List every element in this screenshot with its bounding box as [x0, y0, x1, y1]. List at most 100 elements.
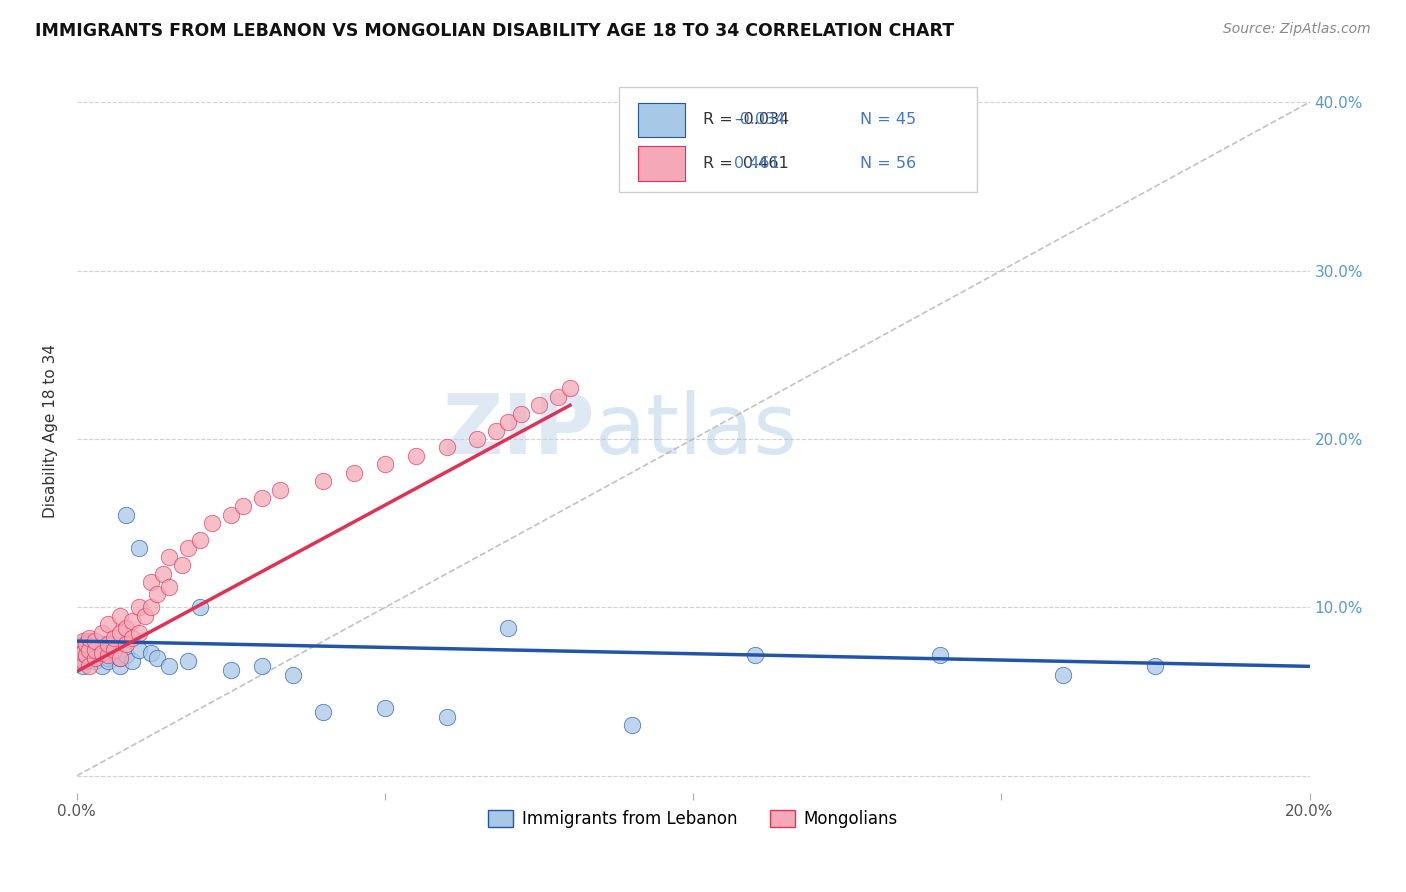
- Point: [90, 646, 112, 660]
- Point: [115, 637, 138, 651]
- Text: -0.034: -0.034: [734, 112, 785, 128]
- Point: [250, 659, 273, 673]
- Point: [77, 631, 100, 645]
- Text: R = -0.034: R = -0.034: [703, 112, 789, 128]
- Point: [115, 621, 138, 635]
- Point: [84, 646, 107, 660]
- Text: N = 45: N = 45: [859, 112, 915, 128]
- Point: [77, 642, 100, 657]
- Point: [405, 449, 427, 463]
- Point: [188, 533, 211, 547]
- Point: [219, 663, 242, 677]
- Point: [72, 634, 94, 648]
- Point: [75, 648, 97, 662]
- Point: [90, 625, 112, 640]
- Point: [77, 649, 100, 664]
- Point: [620, 718, 643, 732]
- Text: Source: ZipAtlas.com: Source: ZipAtlas.com: [1223, 22, 1371, 37]
- Bar: [619, 87, 977, 192]
- Point: [152, 566, 174, 581]
- Point: [498, 415, 520, 429]
- Point: [188, 600, 211, 615]
- Point: [97, 651, 120, 665]
- Point: [558, 382, 581, 396]
- Point: [128, 600, 150, 615]
- Point: [84, 654, 107, 668]
- Point: [201, 516, 224, 531]
- Point: [69, 642, 91, 657]
- Point: [77, 659, 100, 673]
- Point: [269, 483, 291, 497]
- Point: [146, 651, 169, 665]
- Point: [108, 659, 131, 673]
- Point: [547, 390, 569, 404]
- Text: R =  0.461: R = 0.461: [703, 156, 789, 171]
- Point: [75, 654, 97, 668]
- Point: [250, 491, 273, 505]
- Point: [527, 398, 550, 412]
- Point: [436, 710, 458, 724]
- Point: [97, 648, 120, 662]
- Point: [97, 617, 120, 632]
- Point: [498, 621, 520, 635]
- Point: [90, 637, 112, 651]
- Point: [72, 651, 94, 665]
- Point: [72, 659, 94, 673]
- Point: [467, 432, 489, 446]
- Point: [72, 637, 94, 651]
- Text: atlas: atlas: [595, 390, 796, 471]
- Point: [103, 637, 125, 651]
- Point: [128, 625, 150, 640]
- Point: [436, 441, 458, 455]
- Point: [343, 466, 366, 480]
- Bar: [638, 103, 685, 137]
- Point: [67, 651, 90, 665]
- Point: [170, 558, 193, 573]
- Text: N = 56: N = 56: [859, 156, 915, 171]
- Point: [139, 600, 162, 615]
- Text: ZIP: ZIP: [441, 390, 595, 471]
- Point: [103, 631, 125, 645]
- Point: [115, 508, 138, 522]
- Point: [77, 642, 100, 657]
- Point: [177, 654, 200, 668]
- Point: [75, 648, 97, 662]
- Point: [121, 631, 143, 645]
- Point: [97, 642, 120, 657]
- Text: 0.461: 0.461: [734, 156, 779, 171]
- Point: [157, 659, 180, 673]
- Text: IMMIGRANTS FROM LEBANON VS MONGOLIAN DISABILITY AGE 18 TO 34 CORRELATION CHART: IMMIGRANTS FROM LEBANON VS MONGOLIAN DIS…: [35, 22, 955, 40]
- Point: [90, 648, 112, 662]
- Point: [128, 642, 150, 657]
- Point: [485, 424, 508, 438]
- Point: [75, 637, 97, 651]
- Point: [77, 634, 100, 648]
- Point: [312, 474, 335, 488]
- Point: [744, 648, 766, 662]
- Point: [157, 580, 180, 594]
- Legend: Immigrants from Lebanon, Mongolians: Immigrants from Lebanon, Mongolians: [482, 804, 904, 835]
- Point: [97, 654, 120, 668]
- Point: [108, 608, 131, 623]
- Bar: [638, 146, 685, 181]
- Point: [139, 575, 162, 590]
- Point: [219, 508, 242, 522]
- Point: [103, 642, 125, 657]
- Point: [72, 646, 94, 660]
- Point: [509, 407, 531, 421]
- Point: [139, 646, 162, 660]
- Point: [232, 500, 254, 514]
- Point: [1144, 659, 1167, 673]
- Point: [108, 625, 131, 640]
- Point: [374, 701, 396, 715]
- Point: [84, 651, 107, 665]
- Point: [374, 457, 396, 471]
- Point: [115, 648, 138, 662]
- Point: [108, 651, 131, 665]
- Point: [70, 646, 93, 660]
- Point: [84, 642, 107, 657]
- Point: [177, 541, 200, 556]
- Y-axis label: Disability Age 18 to 34: Disability Age 18 to 34: [44, 343, 58, 517]
- Point: [157, 549, 180, 564]
- Point: [84, 634, 107, 648]
